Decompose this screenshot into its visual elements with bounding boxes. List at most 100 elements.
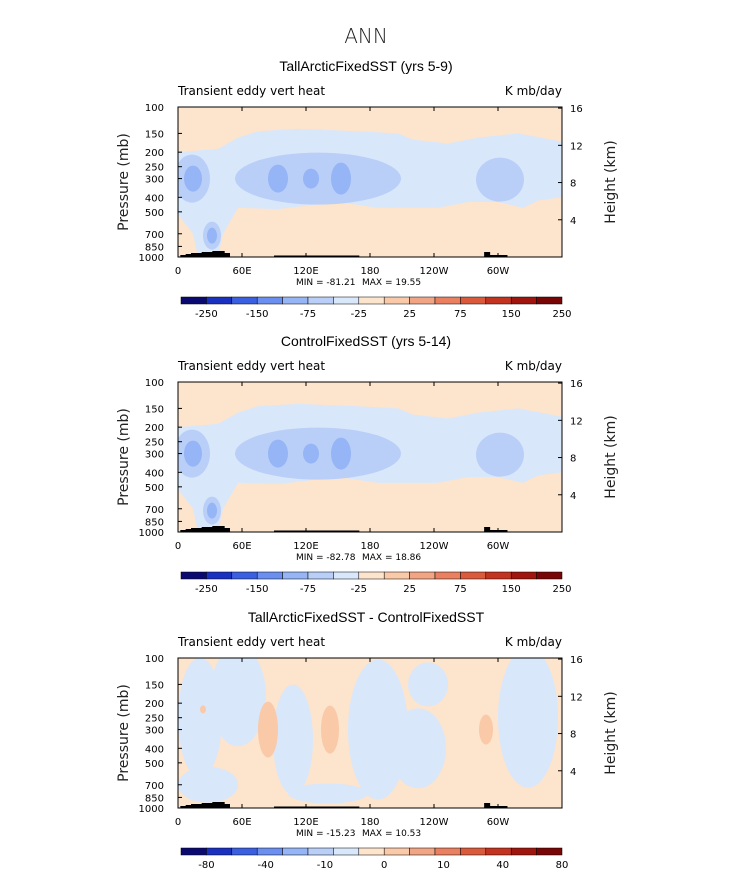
pressure-tick-label: 850 <box>145 242 164 253</box>
panel-title: ControlFixedSST (yrs 5-14) <box>281 333 451 349</box>
pressure-tick-label: 700 <box>145 230 164 241</box>
panel-title: TallArcticFixedSST - ControlFixedSST <box>248 609 485 625</box>
variable-label: Transient eddy vert heat <box>177 359 325 373</box>
colorbar-swatch <box>307 571 334 580</box>
contour-fill-negative-core <box>303 168 319 189</box>
topography-bar <box>185 805 193 808</box>
longitude-tick-label: 60E <box>232 266 251 277</box>
colorbar-label: 150 <box>502 309 521 320</box>
topography-bar <box>484 803 491 808</box>
topography-bar <box>196 253 204 257</box>
colorbar-swatch <box>206 847 233 856</box>
contour-fill-positive-core <box>258 701 278 758</box>
panel-title: TallArcticFixedSST (yrs 5-9) <box>279 58 452 74</box>
pressure-tick-label: 200 <box>145 423 164 434</box>
variable-label: Transient eddy vert heat <box>177 635 325 649</box>
colorbar-swatch <box>256 847 283 856</box>
colorbar-label: 40 <box>496 860 509 871</box>
colorbar-label: -25 <box>351 309 367 320</box>
topography-bar <box>201 252 209 257</box>
colorbar-swatch <box>180 847 207 856</box>
colorbar-swatch <box>231 296 258 305</box>
longitude-tick-label: 60W <box>487 817 510 828</box>
colorbar-swatch <box>307 847 334 856</box>
longitude-tick-label: 120E <box>293 266 318 277</box>
pressure-tick-label: 1000 <box>139 253 164 264</box>
colorbar-label: -75 <box>300 584 316 595</box>
colorbar-label: 75 <box>454 309 467 320</box>
height-tick-label: 16 <box>570 379 583 390</box>
pressure-tick-label: 400 <box>145 744 164 755</box>
contour-fill-negative-light <box>498 658 558 788</box>
longitude-tick-label: 120W <box>420 817 449 828</box>
colorbar-swatch <box>460 847 487 856</box>
colorbar-swatch <box>409 571 436 580</box>
pressure-tick-label: 1000 <box>139 804 164 815</box>
colorbar-swatch <box>231 571 258 580</box>
height-axis-label: Height (km) <box>603 415 619 498</box>
colorbar-swatch <box>282 847 309 856</box>
height-tick-label: 4 <box>570 491 576 502</box>
colorbar-label: 150 <box>502 584 521 595</box>
colorbar-swatch <box>231 847 258 856</box>
min-label: MIN = -15.23 <box>296 829 355 839</box>
max-label: MAX = 10.53 <box>362 829 421 839</box>
contour-fill-negative-core <box>207 227 217 244</box>
chart-panel-3: TallArcticFixedSST - ControlFixedSST Tran… <box>116 609 619 871</box>
contour-field <box>178 107 562 257</box>
topography-bar <box>274 530 360 532</box>
units-label: K mb/day <box>505 84 562 98</box>
pressure-tick-label: 300 <box>145 175 164 186</box>
longitude-tick-label: 60E <box>232 541 251 552</box>
colorbar-swatch <box>536 296 563 305</box>
colorbar-swatch <box>383 296 410 305</box>
topography-bar <box>191 804 198 808</box>
pressure-axis-label: Pressure (mb) <box>116 133 132 231</box>
pressure-tick-label: 250 <box>145 438 164 449</box>
pressure-axis-label: Pressure (mb) <box>116 684 132 782</box>
colorbar-swatch <box>180 571 207 580</box>
colorbar-swatch <box>460 296 487 305</box>
pressure-tick-label: 300 <box>145 726 164 737</box>
colorbar-swatch <box>307 296 334 305</box>
longitude-tick-label: 180 <box>360 266 379 277</box>
contour-field <box>178 658 562 808</box>
pressure-tick-label: 150 <box>145 404 164 415</box>
pressure-tick-label: 700 <box>145 781 164 792</box>
longitude-tick-label: 120W <box>420 266 449 277</box>
contour-fill-negative-light <box>288 783 368 804</box>
contour-fill-negative-mid <box>476 157 524 202</box>
contour-fill-positive-core <box>479 714 493 745</box>
longitude-tick-label: 120E <box>293 817 318 828</box>
colorbar-swatch <box>409 296 436 305</box>
colorbar-label: -75 <box>300 309 316 320</box>
colorbar-swatch <box>510 847 537 856</box>
colorbar-label: 250 <box>552 309 571 320</box>
pressure-tick-label: 250 <box>145 714 164 725</box>
colorbar-label: -250 <box>195 584 218 595</box>
pressure-tick-label: 500 <box>145 483 164 494</box>
topography-bar <box>180 255 188 257</box>
min-label: MIN = -82.78 <box>296 553 356 563</box>
contour-fill-negative-core <box>184 165 202 192</box>
topography-bar <box>185 254 193 257</box>
colorbar-swatch <box>383 571 410 580</box>
colorbar-swatch <box>510 296 537 305</box>
pressure-tick-label: 850 <box>145 517 164 528</box>
variable-label: Transient eddy vert heat <box>177 84 325 98</box>
colorbar-label: 25 <box>403 584 416 595</box>
longitude-tick-label: 0 <box>175 817 181 828</box>
topography-bar <box>196 804 204 808</box>
colorbar-label: 250 <box>552 584 571 595</box>
colorbar-swatch <box>282 571 309 580</box>
pressure-tick-label: 500 <box>145 208 164 219</box>
longitude-tick-label: 0 <box>175 541 181 552</box>
topography-bar <box>201 527 209 532</box>
topography-bar <box>217 802 225 808</box>
colorbar-label: 75 <box>454 584 467 595</box>
topography-bar <box>207 527 214 532</box>
topography-bar <box>207 252 214 257</box>
colorbar-label: -80 <box>198 860 214 871</box>
height-tick-label: 8 <box>570 730 576 741</box>
topography-bar <box>180 530 188 532</box>
